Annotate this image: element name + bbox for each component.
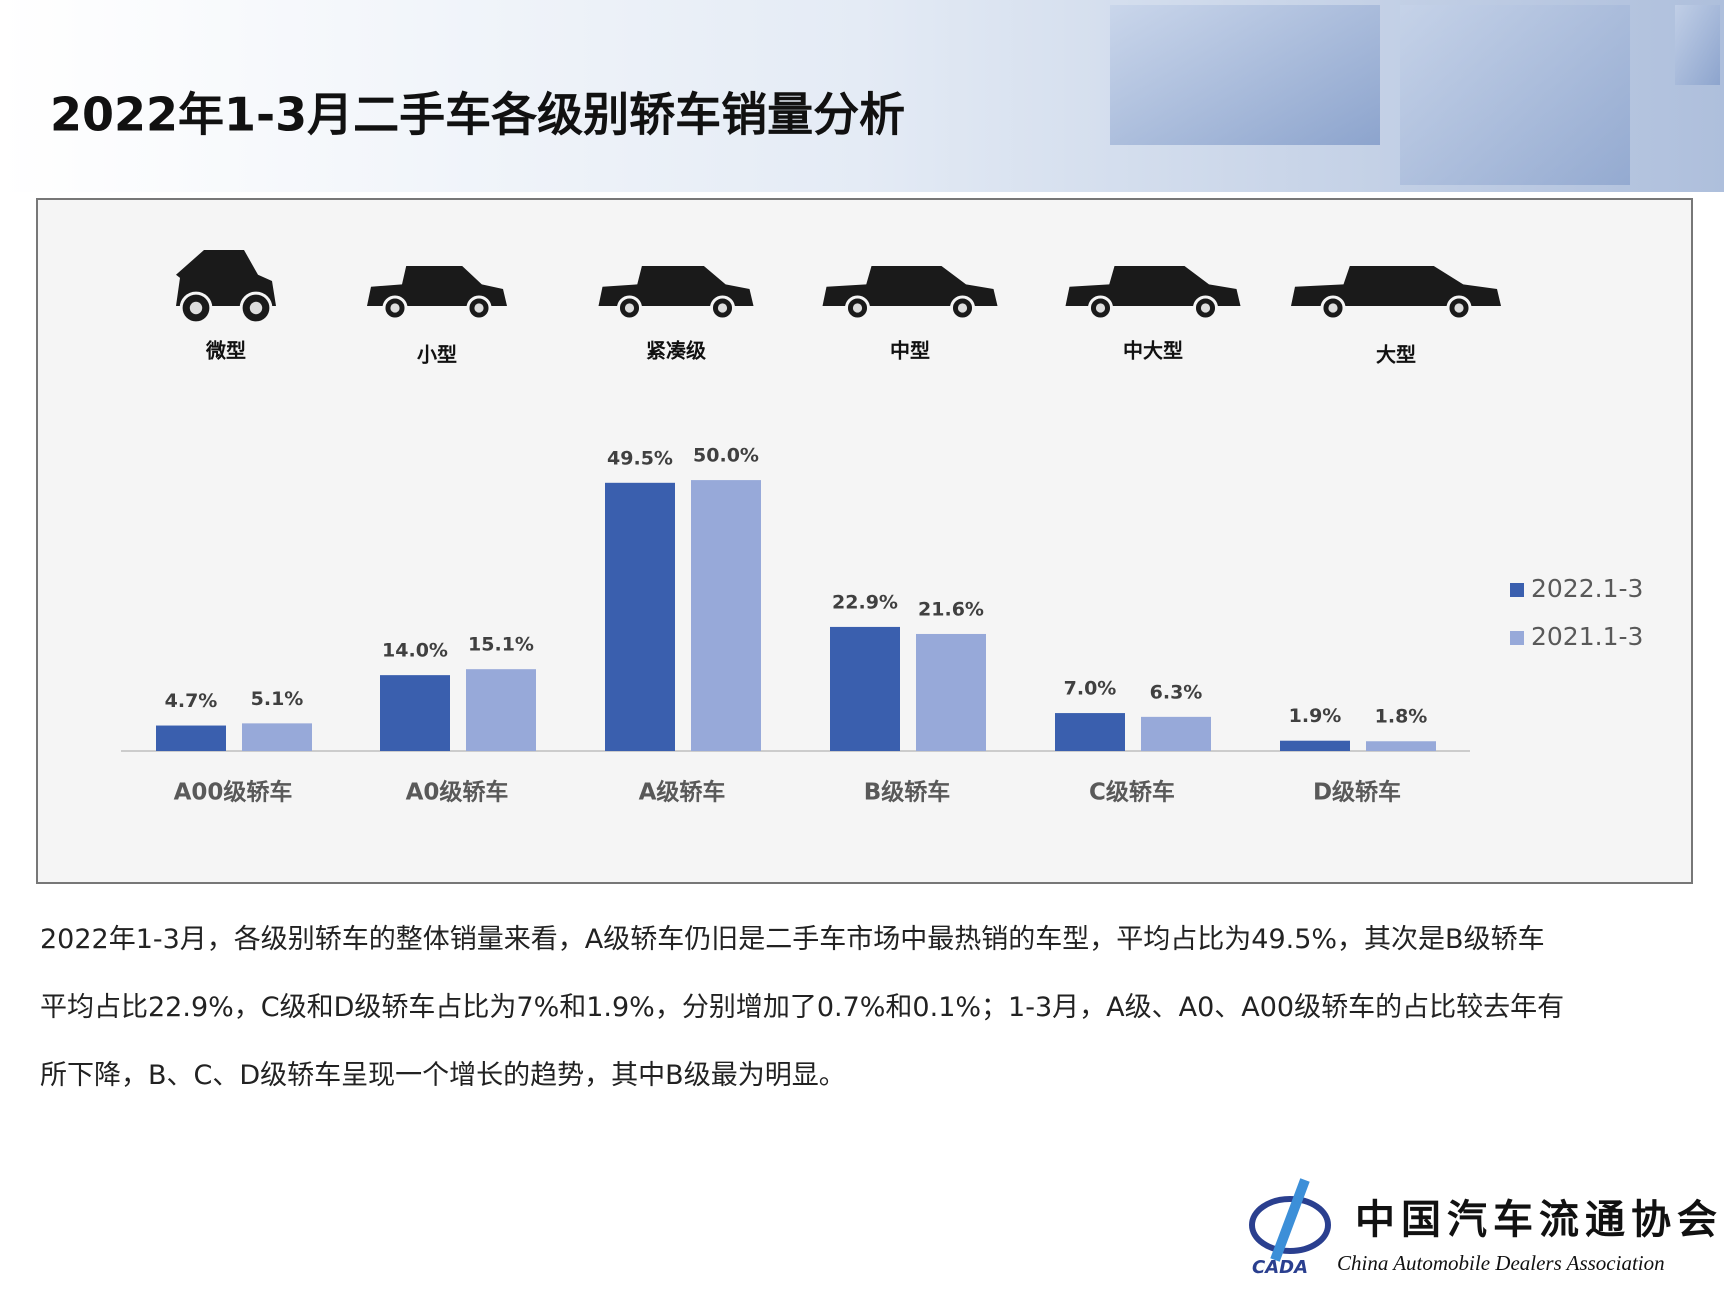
body-line: 平均占比22.9%，C级和D级轿车占比为7%和1.9%，分别增加了0.7%和0.…: [40, 992, 1565, 1023]
bar: [1280, 740, 1350, 751]
car-icon: [1065, 266, 1241, 306]
legend-label: 2022.1-3: [1531, 574, 1643, 603]
bar: [605, 482, 675, 751]
data-label: 14.0%: [382, 640, 448, 662]
bar: [156, 725, 226, 751]
logo-mark: [1270, 1178, 1310, 1262]
data-label: 15.1%: [468, 634, 534, 656]
car-hub: [1454, 303, 1464, 313]
header-decor: [1675, 5, 1720, 85]
bar: [916, 633, 986, 751]
car-icon: [367, 266, 507, 306]
car-type-label: 中型: [890, 339, 930, 363]
page-title: 2022年1-3月二手车各级别轿车销量分析: [50, 88, 905, 142]
data-label: 6.3%: [1150, 681, 1203, 703]
logo-name-cn: 中国汽车流通协会: [1355, 1197, 1723, 1243]
legend-swatch: [1510, 583, 1524, 597]
car-icon: [1291, 266, 1501, 306]
car-type-label: 微型: [205, 339, 246, 363]
car-icon: [598, 266, 754, 306]
data-label: 1.9%: [1289, 705, 1342, 727]
car-hub: [189, 301, 203, 315]
car-hub: [1095, 303, 1106, 313]
x-tick-label: A级轿车: [639, 779, 726, 806]
body-line: 所下降，B、C、D级轿车呈现一个增长的趋势，其中B级最为明显。: [40, 1060, 846, 1091]
logo-abbr: CADA: [1252, 1257, 1308, 1278]
x-tick-label: B级轿车: [864, 779, 951, 806]
car-hub: [624, 303, 635, 313]
header-decor: [1400, 5, 1630, 185]
bar: [242, 723, 312, 751]
body-line: 2022年1-3月，各级别轿车的整体销量来看，A级轿车仍旧是二手车市场中最热销的…: [40, 924, 1545, 955]
x-tick-label: C级轿车: [1089, 779, 1175, 806]
car-icon: [822, 266, 998, 306]
x-tick-label: D级轿车: [1313, 779, 1401, 806]
bar: [380, 675, 450, 751]
car-hub: [1200, 303, 1211, 313]
bar: [691, 480, 761, 751]
bar: [1055, 713, 1125, 751]
data-label: 5.1%: [251, 688, 304, 710]
bar: [1141, 716, 1211, 751]
car-icons: 微型 小型 紧凑级 中型 中大型 大型: [176, 250, 1501, 367]
data-label: 21.6%: [918, 598, 984, 620]
car-type-label: 小型: [417, 343, 457, 367]
bar: [1366, 741, 1436, 751]
header-decor: [1110, 5, 1380, 145]
car-hub: [717, 303, 728, 313]
data-label: 50.0%: [693, 445, 759, 467]
legend-label: 2021.1-3: [1531, 622, 1643, 651]
car-hub: [249, 301, 263, 315]
car-type-label: 中大型: [1123, 339, 1183, 363]
logo-mark: [1249, 1196, 1331, 1254]
data-label: 7.0%: [1064, 678, 1117, 700]
car-hub: [474, 303, 484, 313]
data-label: 22.9%: [832, 591, 898, 613]
car-hub: [1328, 303, 1338, 313]
car-type-label: 紧凑级: [646, 339, 706, 363]
car-icon: [176, 250, 276, 306]
logo-name-en: China Automobile Dealers Association: [1337, 1251, 1665, 1275]
car-hub: [852, 303, 863, 313]
data-label: 49.5%: [607, 447, 673, 469]
legend-swatch: [1510, 631, 1524, 645]
bar: [466, 669, 536, 751]
bar: [830, 626, 900, 751]
data-label: 1.8%: [1375, 706, 1428, 728]
x-tick-label: A00级轿车: [174, 779, 293, 806]
car-hub: [390, 303, 400, 313]
data-label: 4.7%: [165, 690, 218, 712]
car-type-label: 大型: [1376, 343, 1416, 367]
x-tick-label: A0级轿车: [406, 779, 509, 806]
logo: CADA 中国汽车流通协会 China Automobile Dealers A…: [1249, 1178, 1723, 1278]
car-hub: [957, 303, 968, 313]
